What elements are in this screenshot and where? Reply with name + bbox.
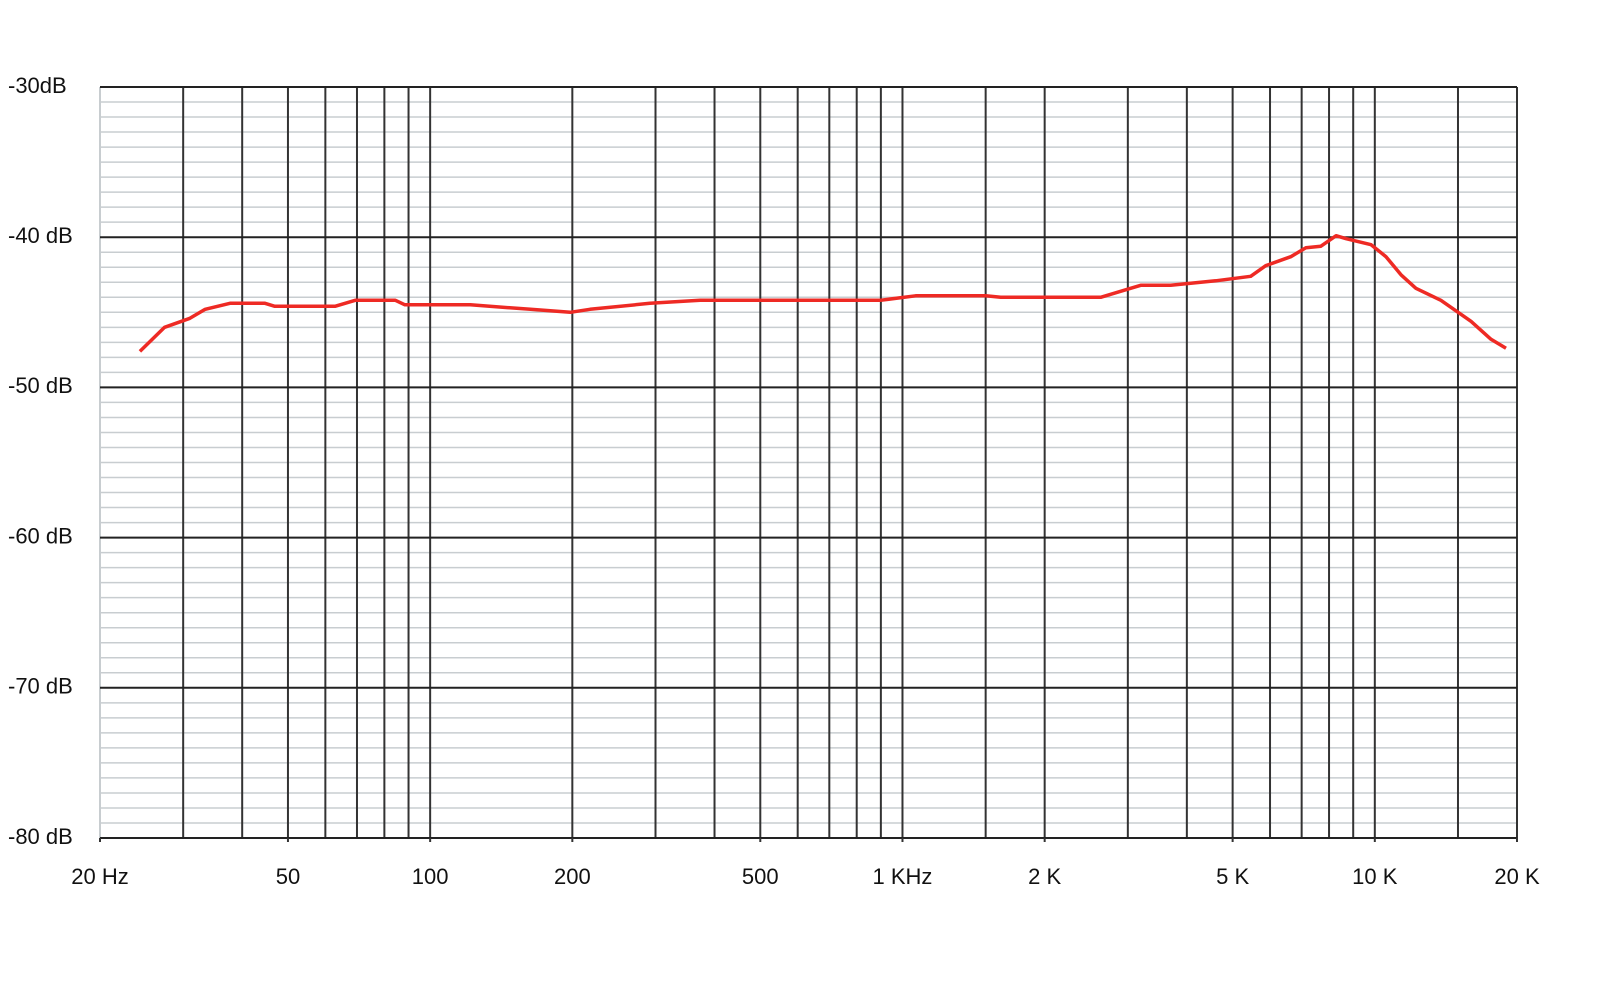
x-tick-label: 500 (742, 864, 779, 889)
y-tick-label: -40 dB (8, 223, 73, 248)
y-tick-label: -30dB (8, 73, 67, 98)
x-tick-label: 1 KHz (873, 864, 933, 889)
x-tick-label: 5 K (1216, 864, 1249, 889)
y-tick-label: -60 dB (8, 523, 73, 548)
y-tick-label: -70 dB (8, 674, 73, 699)
y-tick-label: -80 dB (8, 824, 73, 849)
x-tick-label: 20 K (1494, 864, 1540, 889)
x-tick-label: 100 (412, 864, 449, 889)
x-tick-label: 200 (554, 864, 591, 889)
x-tick-label: 50 (276, 864, 300, 889)
x-tick-label: 10 K (1352, 864, 1398, 889)
x-tick-label: 20 Hz (71, 864, 128, 889)
response-line (138, 233, 1507, 353)
x-tick-label: 2 K (1028, 864, 1061, 889)
y-tick-label: -50 dB (8, 373, 73, 398)
